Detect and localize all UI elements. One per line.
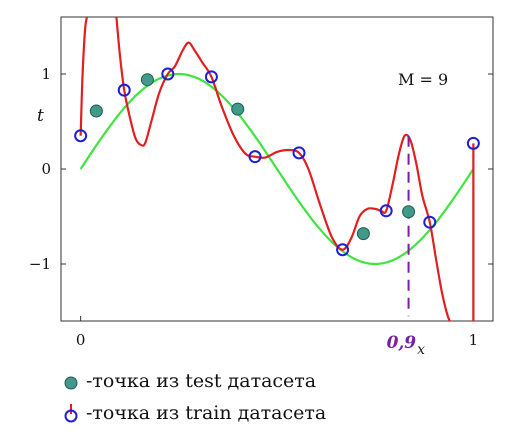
test-point: [356, 227, 370, 241]
test-point: [89, 104, 103, 118]
annotation-marker-label: 0,9x: [387, 333, 426, 358]
train-point: [117, 83, 131, 97]
fit-curve-line: [115, 17, 451, 321]
train-points-group: [74, 67, 480, 257]
train-point: [336, 243, 350, 257]
train-point: [466, 136, 480, 150]
legend-item-train: -точка из train датасета: [62, 398, 326, 428]
y-tick-label: −1: [29, 255, 51, 273]
model-order-annotation: M = 9: [398, 70, 448, 89]
fit-curve-line: [79, 17, 89, 136]
chart-figure: 0 1 1 0 −1 t M = 9 0,9x: [29, 16, 494, 358]
axis-ticks: 0 1 1 0 −1: [29, 65, 493, 349]
y-tick-label: 0: [41, 160, 51, 178]
annotation-marker-value: 0,9: [387, 333, 417, 353]
test-points-group: [89, 73, 416, 241]
y-axis-label: t: [37, 106, 44, 126]
x-tick-label: 1: [469, 331, 479, 349]
sine-curve-group: [79, 72, 475, 266]
x-tick-label: 0: [76, 331, 86, 349]
test-point: [231, 102, 245, 116]
train-point: [248, 150, 262, 164]
train-point: [204, 70, 218, 84]
test-point: [140, 73, 154, 87]
train-point: [74, 129, 88, 143]
legend-test-label: -точка из test датасета: [86, 370, 317, 392]
annotation-marker-subscript: x: [417, 342, 425, 358]
sine-curve-line: [79, 72, 475, 266]
train-point-legend-icon: [64, 404, 78, 423]
test-point: [402, 205, 416, 219]
legend-train-label: -точка из train датасета: [86, 402, 327, 424]
legend-item-test: -точка из test датасета: [62, 366, 316, 396]
train-point: [161, 67, 175, 81]
y-tick-label: 1: [41, 65, 51, 83]
train-point: [423, 215, 437, 229]
train-point: [292, 146, 306, 160]
train-point: [379, 204, 393, 218]
test-point-legend-icon: [64, 376, 78, 390]
